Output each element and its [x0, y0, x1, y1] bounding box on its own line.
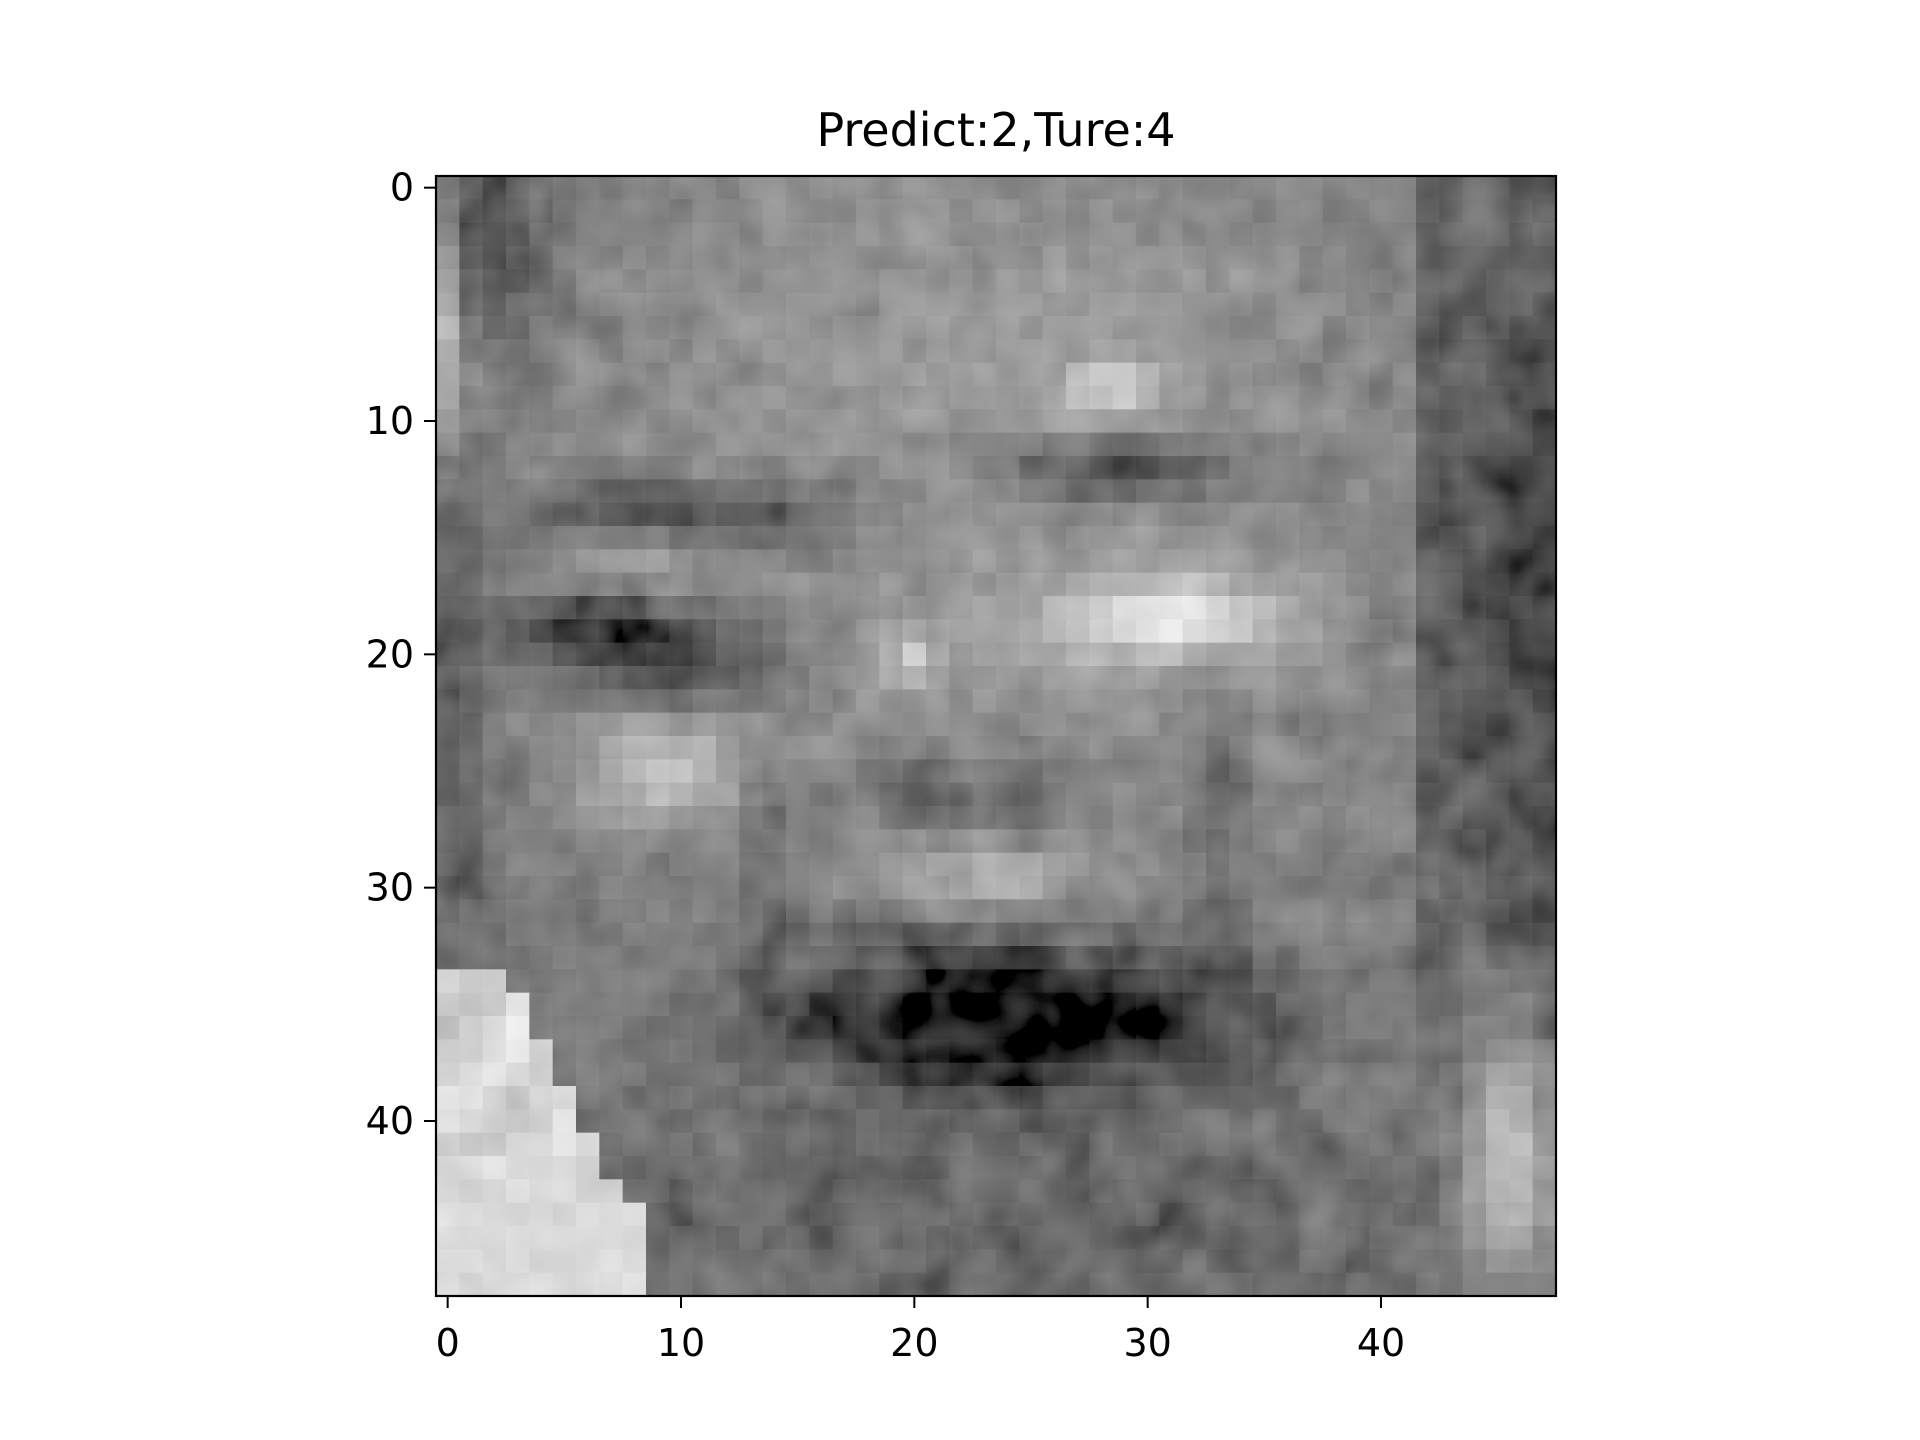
y-tick-label: 0 [390, 166, 414, 210]
x-tick-label: 20 [890, 1321, 938, 1365]
x-tick-label: 40 [1357, 1321, 1405, 1365]
grayscale-face-image [436, 176, 1556, 1296]
y-tick-label: 30 [366, 866, 414, 910]
y-tick-label: 10 [366, 399, 414, 443]
face-pixel-grid [436, 176, 1556, 1296]
y-tick-label: 40 [366, 1099, 414, 1143]
axes-frame [434, 174, 1558, 1298]
x-tick-label: 0 [436, 1321, 460, 1365]
x-axis-ticks: 0 10 20 30 40 [436, 1296, 1405, 1365]
figure-title: Predict:2,Ture:4 [816, 103, 1175, 157]
x-tick-label: 30 [1123, 1321, 1171, 1365]
x-tick-label: 10 [657, 1321, 705, 1365]
y-axis-ticks: 0 10 20 30 40 [366, 166, 436, 1143]
y-tick-label: 20 [366, 632, 414, 676]
